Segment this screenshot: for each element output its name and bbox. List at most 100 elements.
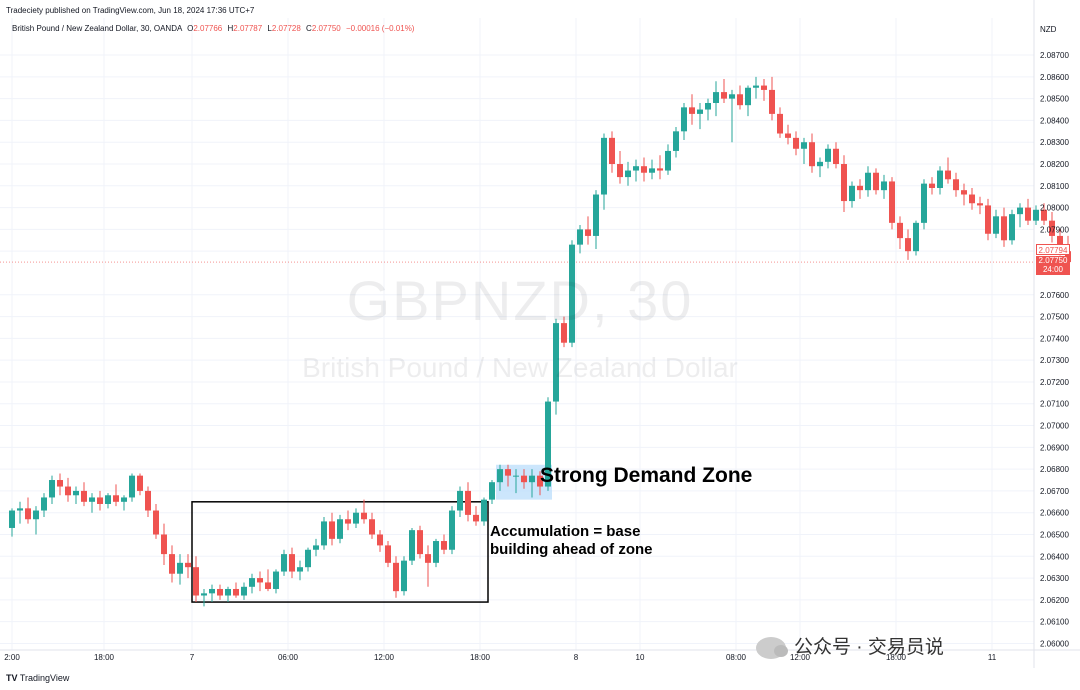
candle-body bbox=[945, 170, 951, 180]
candle-body bbox=[785, 133, 791, 138]
candle-body bbox=[889, 181, 895, 223]
candle-body bbox=[585, 229, 591, 236]
candle-body bbox=[465, 490, 471, 515]
candle-body bbox=[377, 534, 383, 546]
candle-body bbox=[393, 562, 399, 592]
candle-body bbox=[145, 490, 151, 511]
candle-body bbox=[489, 482, 495, 500]
time-tick-label: 11 bbox=[988, 653, 997, 662]
watermark-symbol: GBPNZD, 30 bbox=[346, 269, 694, 332]
price-tick-label: 2.07100 bbox=[1040, 400, 1069, 409]
symbol-legend[interactable]: British Pound / New Zealand Dollar, 30, … bbox=[12, 24, 414, 33]
price-tick-label: 2.06700 bbox=[1040, 487, 1069, 496]
candle-body bbox=[793, 137, 799, 149]
candle-body bbox=[1025, 207, 1031, 221]
candle-body bbox=[961, 190, 967, 195]
candle-body bbox=[497, 469, 503, 483]
candle-body bbox=[809, 142, 815, 167]
candle-body bbox=[81, 490, 87, 502]
candle-body bbox=[281, 554, 287, 572]
candle-body bbox=[121, 497, 127, 502]
low-value: 2.07728 bbox=[271, 24, 301, 33]
change-value: −0.00016 (−0.01%) bbox=[345, 24, 415, 33]
candle-body bbox=[937, 170, 943, 188]
demand-zone-label: Strong Demand Zone bbox=[540, 464, 753, 487]
price-tick-label: 2.07000 bbox=[1040, 422, 1069, 431]
price-tick-label: 2.08500 bbox=[1040, 95, 1069, 104]
price-tick-label: 2.07900 bbox=[1040, 225, 1069, 234]
candle-body bbox=[929, 183, 935, 188]
candle-body bbox=[441, 541, 447, 550]
current-price-tag: 2.07750 24:00 bbox=[1036, 256, 1070, 275]
candle-body bbox=[689, 107, 695, 114]
price-tick-label: 2.07400 bbox=[1040, 334, 1069, 343]
candle-body bbox=[225, 588, 231, 596]
candle-body bbox=[953, 179, 959, 191]
price-tick-label: 2.06100 bbox=[1040, 618, 1069, 627]
time-tick-label: 18:00 bbox=[886, 653, 907, 662]
price-tick-label: 2.07600 bbox=[1040, 291, 1069, 300]
tradingview-logo[interactable]: TV TradingView bbox=[6, 673, 70, 683]
candle-body bbox=[273, 571, 279, 589]
candle-body bbox=[153, 510, 159, 535]
time-tick-label: 06:00 bbox=[278, 653, 299, 662]
candle-body bbox=[993, 216, 999, 234]
candle-body bbox=[201, 593, 207, 596]
candle-body bbox=[1033, 209, 1039, 221]
accumulation-box bbox=[191, 501, 489, 603]
candle-body bbox=[729, 94, 735, 99]
price-tick-label: 2.08100 bbox=[1040, 182, 1069, 191]
candle-body bbox=[673, 131, 679, 151]
candle-body bbox=[169, 554, 175, 574]
price-tick-label: 2.08600 bbox=[1040, 73, 1069, 82]
price-tick-label: 2.06400 bbox=[1040, 552, 1069, 561]
candle-body bbox=[1001, 216, 1007, 241]
candle-body bbox=[833, 148, 839, 165]
candle-body bbox=[513, 475, 519, 477]
candle-body bbox=[177, 562, 183, 574]
close-label: C bbox=[306, 24, 312, 33]
candle-body bbox=[73, 490, 79, 496]
candle-body bbox=[905, 238, 911, 252]
candle-body bbox=[681, 107, 687, 132]
open-value: 2.07766 bbox=[193, 24, 223, 33]
price-tick-label: 2.06600 bbox=[1040, 509, 1069, 518]
candle-body bbox=[473, 514, 479, 522]
candle-body bbox=[697, 109, 703, 114]
candle-body bbox=[801, 142, 807, 149]
candle-body bbox=[561, 323, 567, 343]
candle-body bbox=[737, 94, 743, 106]
candle-body bbox=[49, 480, 55, 498]
candle-body bbox=[649, 168, 655, 173]
publisher-line: Tradeciety published on TradingView.com,… bbox=[6, 6, 255, 15]
candle-body bbox=[969, 194, 975, 204]
candle-body bbox=[825, 148, 831, 162]
price-tick-label: 2.06300 bbox=[1040, 574, 1069, 583]
candle-body bbox=[817, 161, 823, 167]
symbol-description: British Pound / New Zealand Dollar, 30, … bbox=[12, 24, 182, 33]
candle-body bbox=[881, 181, 887, 191]
candle-body bbox=[625, 170, 631, 178]
candle-body bbox=[433, 541, 439, 563]
accumulation-note: Accumulation = base building ahead of zo… bbox=[490, 523, 653, 559]
candle-body bbox=[537, 475, 543, 487]
candle-body bbox=[185, 562, 191, 568]
candle-body bbox=[913, 222, 919, 252]
candle-body bbox=[641, 166, 647, 173]
candle-body bbox=[417, 530, 423, 555]
price-tick-label: 2.07300 bbox=[1040, 356, 1069, 365]
candle-body bbox=[217, 588, 223, 596]
price-tick-label: 2.06200 bbox=[1040, 596, 1069, 605]
candle-body bbox=[545, 401, 551, 487]
candle-body bbox=[977, 203, 983, 206]
accumulation-note-line-2: building ahead of zone bbox=[490, 541, 653, 558]
candle-body bbox=[481, 499, 487, 522]
candle-body bbox=[233, 588, 239, 596]
candle-body bbox=[241, 586, 247, 596]
candle-body bbox=[321, 521, 327, 546]
current-price: 2.07750 bbox=[1038, 256, 1068, 265]
high-label: H bbox=[227, 24, 234, 33]
candle-body bbox=[761, 85, 767, 90]
candle-body bbox=[633, 166, 639, 171]
